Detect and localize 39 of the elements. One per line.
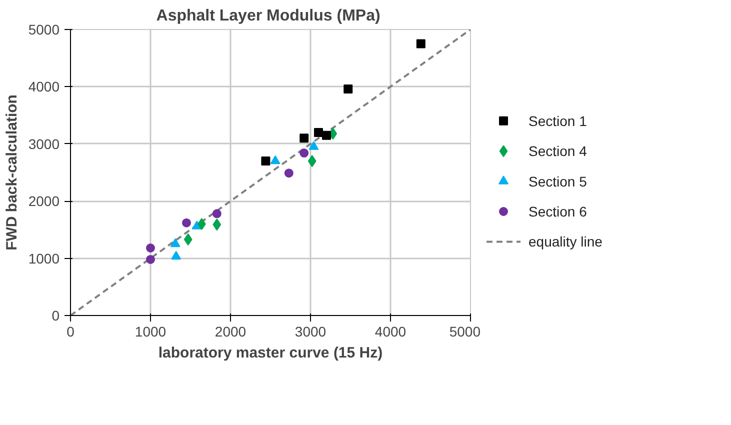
point [284, 168, 294, 178]
y-tick-label: 2000 [28, 193, 60, 210]
x-tick-label: 0 [66, 324, 75, 340]
point [212, 209, 222, 218]
x-axis-title: laboratory master curve (15 Hz) [158, 344, 383, 362]
x-tick-label: 5000 [449, 324, 481, 340]
x-tick-label: 1000 [134, 324, 166, 340]
legend-label: Section 5 [528, 173, 588, 190]
point [270, 155, 280, 164]
y-tick-label: 5000 [28, 22, 60, 38]
y-tick-label: 3000 [28, 136, 60, 152]
y-axis-title: FWD back-calculation [3, 94, 20, 250]
point [314, 128, 323, 137]
point [171, 250, 182, 260]
legend-label: Section 4 [528, 143, 588, 160]
y-tick-label: 4000 [28, 78, 60, 95]
point [416, 39, 426, 48]
x-tick-label: 4000 [374, 324, 406, 340]
y-tick-label: 0 [52, 308, 60, 324]
point [308, 141, 319, 150]
point [261, 156, 270, 166]
point [146, 244, 155, 252]
legend-label: Section 6 [528, 203, 588, 220]
point [344, 84, 353, 94]
point [300, 134, 309, 143]
point [322, 130, 331, 140]
legend-label: equality line [528, 234, 603, 250]
y-tick-label: 1000 [28, 250, 60, 266]
x-tick-label: 3000 [294, 324, 326, 340]
chart-title: Asphalt Layer Modulus (MPa) [156, 8, 380, 24]
point [212, 218, 222, 231]
legend-label: Section 1 [528, 112, 588, 129]
point [170, 238, 180, 248]
point [308, 155, 316, 168]
point [146, 254, 155, 264]
point [184, 233, 192, 246]
point [182, 218, 191, 228]
x-tick-label: 2000 [214, 324, 246, 340]
point [300, 148, 309, 158]
